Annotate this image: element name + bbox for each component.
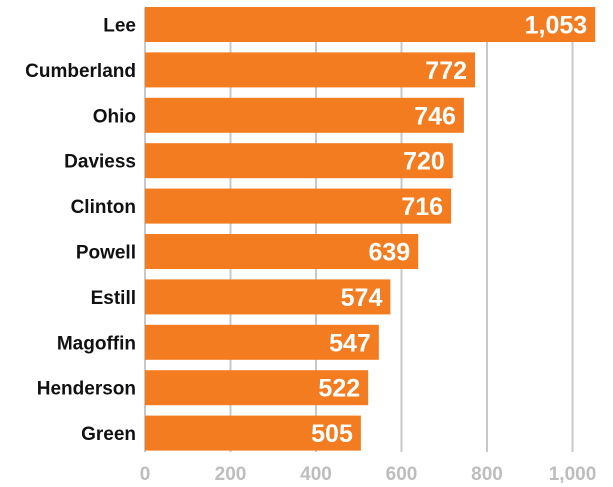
category-label: Daviess [64,152,136,173]
bars [145,7,596,451]
bar-powell [145,234,419,269]
bar-green [145,415,361,451]
category-label: Ohio [93,106,136,127]
category-labels: Lee Cumberland Ohio Daviess Clinton Powell Est… [25,16,136,446]
category-label: Magoffin [57,333,136,354]
bar-cumberland [145,52,476,88]
x-tick-label: 800 [471,464,503,485]
value-label: 772 [425,57,467,85]
category-label: Henderson [37,379,136,400]
x-tick-label: 600 [386,464,418,485]
bar-clinton [145,188,452,224]
category-label: Cumberland [25,61,136,82]
bar-henderson [145,370,369,406]
category-label: Green [81,424,136,445]
value-label: 716 [401,193,443,221]
bar-magoffin [145,324,379,360]
bar-lee [145,7,596,42]
category-label: Estill [91,288,136,309]
value-label: 720 [403,148,445,176]
bar-estill [145,279,391,315]
value-label: 574 [341,284,383,312]
x-tick-label: 400 [300,464,332,485]
category-label: Clinton [71,197,136,218]
value-label: 547 [329,329,371,357]
category-label: Lee [103,16,136,37]
value-label: 505 [311,420,353,448]
value-label: 522 [318,375,360,403]
x-axis-tick-labels: 0 200 400 600 800 1,000 [140,464,597,485]
bar-daviess [145,143,453,179]
x-tick-label: 200 [215,464,247,485]
x-tick-label: 1,000 [549,464,597,485]
value-labels: 1,053 772 746 720 716 639 574 547 522 505 [311,12,587,449]
value-label: 746 [414,102,456,130]
value-label: 1,053 [525,12,588,40]
value-label: 639 [368,239,410,267]
x-tick-label: 0 [140,464,151,485]
bar-ohio [145,97,464,133]
category-label: Powell [76,243,136,264]
